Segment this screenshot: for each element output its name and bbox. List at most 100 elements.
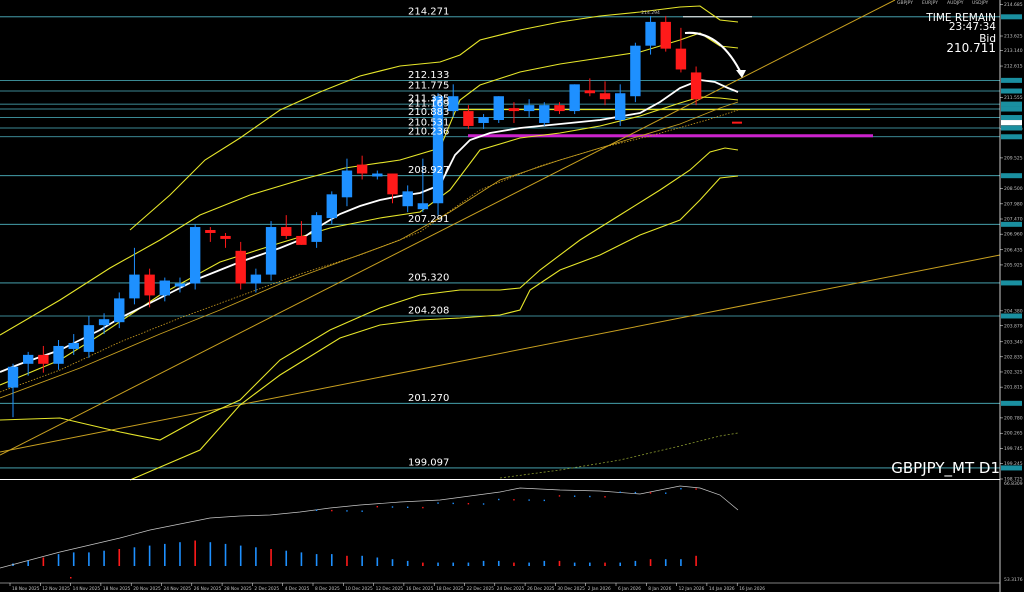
oscillator-bar [406,560,409,566]
oscillator-dot [619,491,621,493]
candle-body [98,319,110,326]
price-level-tag [1001,101,1022,107]
oscillator-dot [589,495,591,498]
price-level-tag [1001,77,1022,83]
oscillator-bar [649,559,652,566]
time-axis-label: 2 Jan 2026 [588,586,611,592]
time-axis-label: 14 Jan 2026 [709,586,735,592]
candle-body [387,173,398,195]
oscillator-dot [513,499,515,501]
candle-body [690,72,702,100]
symbol-tab[interactable]: GBPJPY [897,0,913,6]
price-level-tag [1001,280,1022,286]
time-remain-value: 23:47:34 [949,21,996,33]
oscillator-bar [88,552,90,566]
time-axis-label: 16 Dec 2025 [406,586,434,592]
time-axis-label: 8 Jan 2026 [648,586,671,592]
candle-body [630,45,641,97]
price-axis-label: 199.245 [1004,461,1023,467]
oscillator-bar [497,560,500,566]
oscillator-bar [376,557,379,566]
oscillator-bar [133,547,136,566]
oscillator-bar [27,560,29,566]
candle-body [356,164,368,174]
price-level-label: 208.927 [408,165,449,176]
symbol-tab[interactable]: AUDJPY [947,0,964,6]
time-axis-label: 24 Nov 2025 [164,586,192,592]
time-axis-label: 24 Dec 2025 [497,586,525,592]
projection-arrow [684,31,743,76]
price-axis-label: 200.265 [1004,431,1023,437]
price-axis-label: 213.625 [1004,34,1023,40]
candle-body [311,215,322,242]
time-axis-label: 12 Jan 2026 [679,586,705,592]
price-axis-label: 206.960 [1004,232,1023,238]
price-axis-label: 214.685 [1004,2,1023,8]
candle-body [265,227,277,275]
oscillator-bar [57,554,60,566]
oscillator-bar [558,560,561,566]
candle-body [296,235,307,245]
price-axis-label: 203.879 [1004,323,1023,329]
price-level-label: 210.883 [408,107,449,118]
candle-body [539,105,550,123]
candle-body [417,203,429,210]
oscillator-dot [331,509,333,512]
symbol-tab[interactable]: EURJPY [922,0,938,6]
price-level-label: 204.208 [408,305,449,316]
candle-body [220,235,231,239]
candle-body [159,280,170,296]
time-axis-label: 18 Nov 2025 [12,586,40,592]
candle-body [584,90,596,94]
price-axis-label: 211.555 [1004,95,1023,101]
price-axis-label: 199.745 [1004,446,1023,452]
oscillator-subwindow: 66.8309 53.3176 [0,479,1023,583]
oscillator-dot [376,506,379,508]
oscillator-bar [118,549,121,566]
price-axis-bg [1000,0,1024,592]
oscillator-bar [300,552,303,566]
price-level-tag [1001,465,1022,471]
oscillator-bar [528,562,530,566]
price-axis-label: 207.980 [1004,201,1023,207]
candle-body [341,170,353,198]
oscillator-dot [391,506,394,508]
oscillator-bar [437,562,439,566]
dotted-ma [0,109,739,393]
time-axis-label: 12 Nov 2025 [42,586,70,592]
price-level-lines [0,16,1000,469]
oscillator-bar [346,555,348,566]
price-level-label: 201.270 [408,393,449,404]
price-level-label: 211.335 [408,94,449,105]
candle-body [7,366,19,388]
oscillator-dot [649,492,652,494]
time-axis-label: 30 Dec 2025 [557,586,585,592]
candles: 214.294 [7,10,742,418]
candle-body [189,227,201,284]
oscillator-line [0,485,739,569]
symbol-tabs: GBPJPY EURJPY AUDJPY USDJPY [897,0,989,6]
candle-body [250,274,262,284]
price-level-tag [1001,400,1022,406]
symbol-tab[interactable]: USDJPY [972,0,989,6]
candle-body [174,283,186,287]
candle-body [68,342,79,349]
candle-body [599,93,611,100]
steep-trend-line [0,0,896,456]
lower-dotted [499,432,739,479]
candle-body [205,230,216,233]
oscillator-dot [634,491,637,494]
price-axis-label: 198.725 [1004,477,1023,483]
price-axis-label: 204.380 [1004,308,1023,314]
oscillator-dot [467,503,470,505]
oscillator-bar [467,562,470,566]
oscillator-bar [239,545,242,566]
symbol-timeframe: GBPJPY_MT D1 [891,459,1000,478]
oscillator-dot [482,503,485,505]
oscillator-bar [391,559,394,566]
candle-body [53,345,64,364]
oscillator-bottom-label: 53.3176 [1004,577,1023,583]
time-axis-label: 6 Jan 2026 [618,586,641,592]
time-axis-label: 16 Jan 2026 [739,586,765,592]
price-level-label: 205.320 [408,272,449,283]
